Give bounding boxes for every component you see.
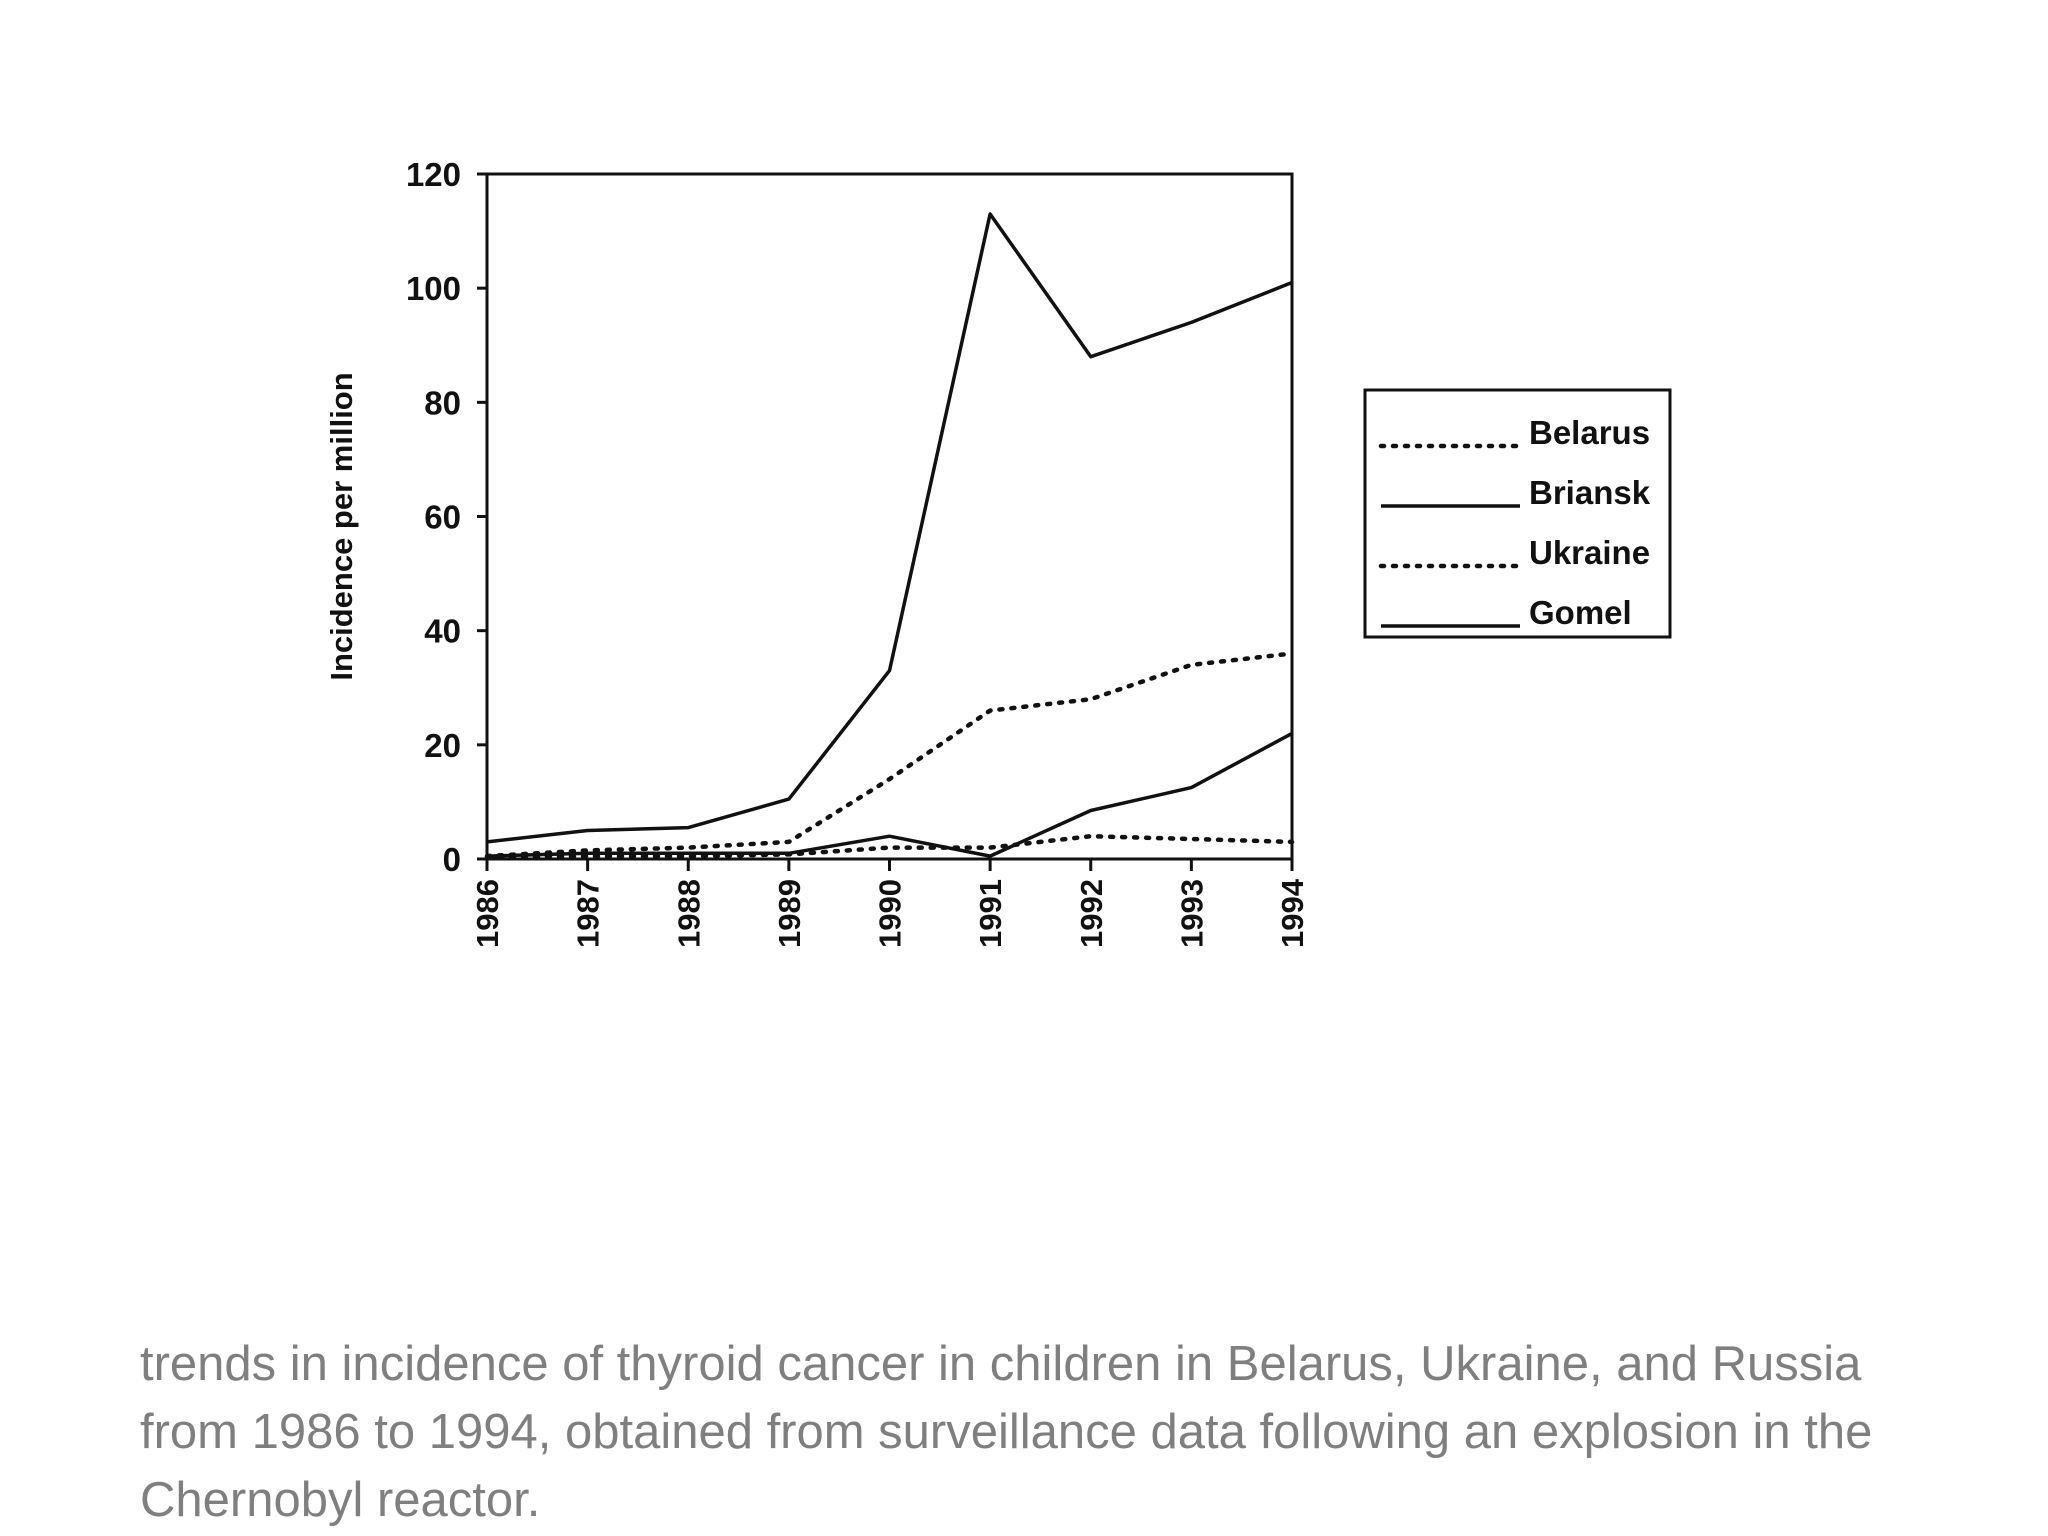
series-line-belarus xyxy=(484,651,1295,859)
series-line-briansk xyxy=(486,731,1293,858)
legend-label-gomel: Gomel xyxy=(1529,594,1632,631)
x-tick-label: 1993 xyxy=(1174,879,1209,948)
x-tick-label: 1991 xyxy=(973,879,1008,948)
y-tick-label: 120 xyxy=(406,156,461,193)
x-tick-label: 1992 xyxy=(1074,879,1109,948)
legend-label-belarus: Belarus xyxy=(1529,414,1650,451)
legend-box xyxy=(1363,388,1672,639)
x-tick-label: 1989 xyxy=(772,879,807,948)
series-line-gomel xyxy=(486,212,1293,844)
y-tick-label: 0 xyxy=(443,841,461,878)
y-tick-label: 60 xyxy=(424,499,461,536)
x-tick-label: 1990 xyxy=(873,879,908,948)
y-tick-label: 80 xyxy=(424,384,461,421)
y-axis-label: Incidence per million xyxy=(324,372,359,680)
legend-label-briansk: Briansk xyxy=(1529,474,1651,511)
x-tick-label: 1987 xyxy=(571,879,606,948)
legend-label-ukraine: Ukraine xyxy=(1529,534,1650,571)
x-tick-label: 1986 xyxy=(470,879,505,948)
y-tick-label: 100 xyxy=(406,270,461,307)
y-tick-label: 40 xyxy=(424,613,461,650)
x-tick-label: 1994 xyxy=(1275,878,1310,948)
series-line-ukraine xyxy=(484,833,1295,860)
chart-caption: trends in incidence of thyroid cancer in… xyxy=(140,1337,1873,1527)
y-tick-label: 20 xyxy=(424,727,461,764)
plot-frame xyxy=(485,172,1294,861)
x-tick-label: 1988 xyxy=(671,879,706,948)
